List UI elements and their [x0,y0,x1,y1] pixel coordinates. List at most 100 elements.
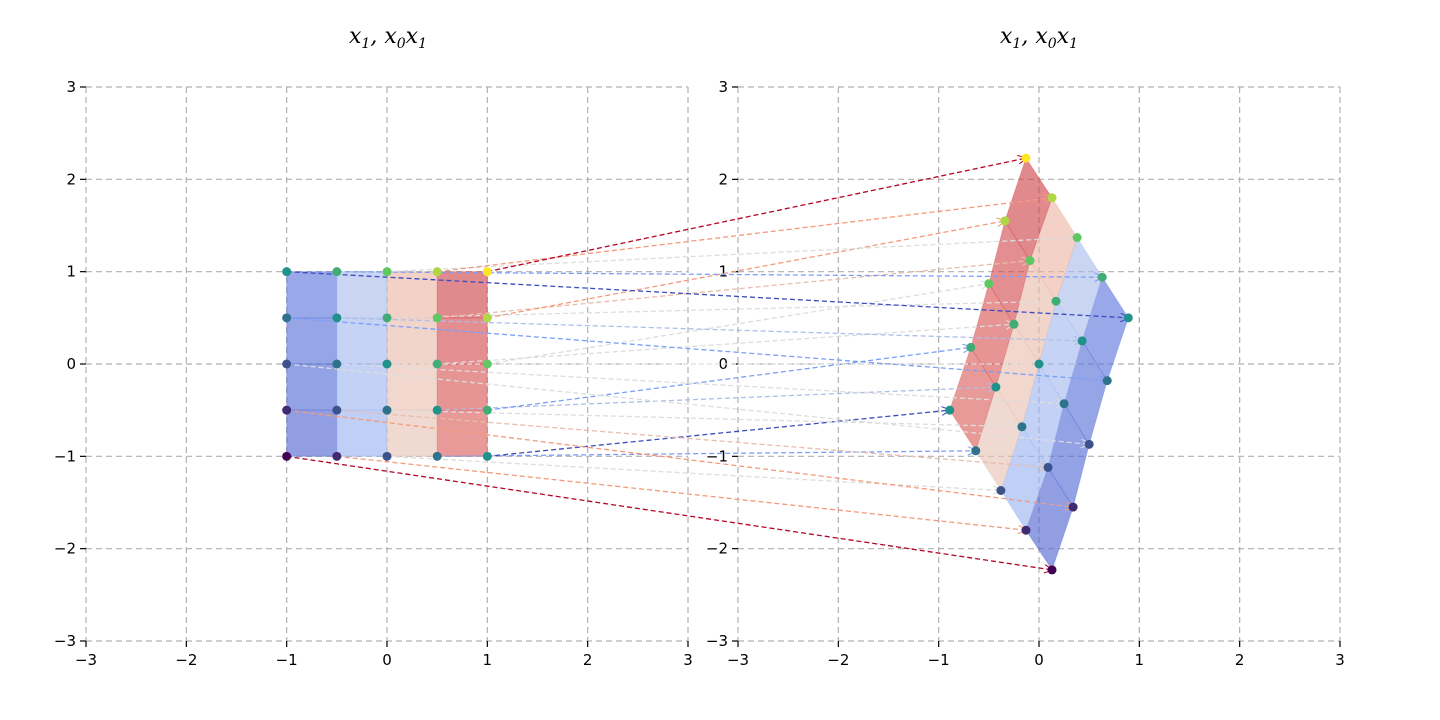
input-x-tick-label: −3 [75,651,97,669]
input-x-tick-label: 3 [683,651,693,669]
input-cell [386,271,438,319]
input-cell [436,409,488,457]
output-y-tick-label: 1 [718,263,728,281]
input-y-tick-label: −1 [54,447,76,465]
output-point [1021,525,1031,535]
output-point [1084,439,1094,449]
input-point [282,359,292,369]
mapping-arrow [386,455,1001,490]
input-axis-ticks: −3 −2 −1 0 1 2 3 −3 −2 −1 0 1 2 3 [54,78,693,669]
output-point [1123,313,1133,323]
output-y-tick-label: −1 [706,447,728,465]
input-cell [336,271,388,319]
mapping-arrow [437,387,996,411]
input-cell [286,363,338,411]
input-point [282,313,292,323]
input-cell [286,271,338,319]
mapping-arrow [386,238,1077,273]
input-point [482,313,492,323]
output-point [1051,296,1061,306]
mapping-arrow [386,409,1022,427]
input-x-tick-label: 0 [382,651,392,669]
output-point [1102,376,1112,386]
input-point [382,359,392,369]
input-cell [436,363,488,411]
mapping-arrow [286,317,1108,381]
input-y-tick-label: 3 [66,78,76,96]
input-point [332,267,342,277]
input-cell [386,363,438,411]
mapping-arrow [336,317,1082,341]
input-point [382,405,392,415]
output-x-tick-label: −2 [827,651,849,669]
output-x-tick-label: 0 [1034,651,1044,669]
output-point [1043,462,1053,472]
mapping-arrow [437,324,1014,365]
output-point [945,405,955,415]
output-x-tick-label: 1 [1135,651,1145,669]
mapping-arrow [437,198,1052,273]
output-point [1077,336,1087,346]
input-x-tick-label: −2 [175,651,197,669]
input-cell [386,317,438,365]
output-point [1021,153,1031,163]
input-y-tick-label: 1 [66,263,76,281]
mapping-arrow [286,271,1129,318]
mapping-arrow [286,409,1073,507]
input-x-tick-label: 1 [483,651,493,669]
input-point [332,405,342,415]
output-panel-title: x1, x0x1 [1000,24,1078,52]
input-point [382,451,392,461]
output-point [1034,359,1044,369]
input-mesh-cells [286,271,488,457]
input-point [282,267,292,277]
input-x-tick-label: −1 [276,651,298,669]
input-point [432,267,442,277]
input-point [282,405,292,415]
input-x-tick-label: 2 [583,651,593,669]
input-cell [336,317,388,365]
output-point [971,446,981,456]
input-point [332,313,342,323]
output-y-tick-label: 3 [718,78,728,96]
input-point [432,451,442,461]
output-y-tick-label: 2 [718,170,728,188]
mapping-arrow [487,410,949,457]
input-cell [286,409,338,457]
output-point [991,382,1001,392]
output-point [1000,216,1010,226]
output-point [1068,502,1078,512]
input-point [482,359,492,369]
input-y-tick-label: −2 [54,540,76,558]
input-point [432,359,442,369]
input-y-tick-label: 0 [66,355,76,373]
mapping-arrow [487,158,1026,273]
mapping-arrow [336,455,1026,530]
output-point [966,342,976,352]
input-point [432,313,442,323]
output-point [1009,319,1019,329]
input-cell [436,317,488,365]
mapping-arrow [336,409,1048,467]
input-point [282,451,292,461]
input-point [332,451,342,461]
output-x-tick-label: 3 [1335,651,1345,669]
output-point [1047,193,1057,203]
input-point [332,359,342,369]
input-cell [286,317,338,365]
mesh-points [282,153,1133,575]
input-panel-title: x1, x0x1 [349,24,427,52]
output-y-tick-label: −3 [706,632,728,650]
output-point [984,279,994,289]
mapping-arrow [286,363,1090,444]
input-point [482,267,492,277]
input-y-tick-label: 2 [66,170,76,188]
output-x-tick-label: 2 [1235,651,1245,669]
output-x-tick-label: −3 [727,651,749,669]
input-point [382,313,392,323]
output-mesh-cells [949,156,1129,572]
output-point [1017,422,1027,432]
input-cell [436,271,488,319]
